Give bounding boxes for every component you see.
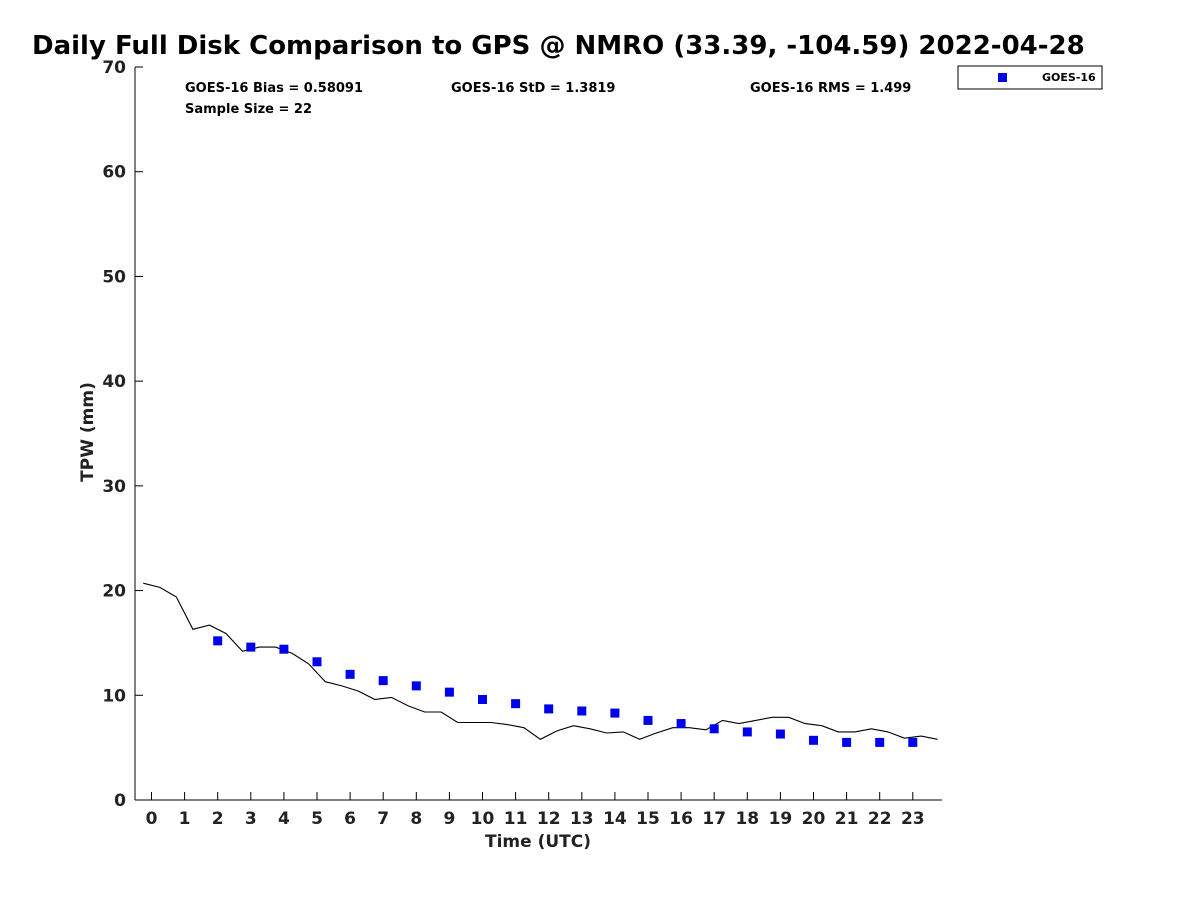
x-tick-label: 10 [471, 809, 495, 829]
goes16-point [709, 724, 719, 734]
x-tick-label: 1 [179, 809, 191, 829]
gps-line [143, 582, 938, 740]
y-tick-label: 0 [114, 791, 126, 811]
legend: GOES-16 [957, 65, 1103, 90]
x-tick-label: 8 [410, 809, 422, 829]
y-tick-label: 70 [102, 58, 126, 78]
chart-title: Daily Full Disk Comparison to GPS @ NMRO… [32, 31, 1085, 61]
goes16-point [676, 719, 686, 729]
y-tick-label: 10 [102, 686, 126, 706]
goes16-point [378, 676, 388, 686]
x-tick-label: 19 [769, 809, 793, 829]
axes [134, 67, 942, 801]
rms-stat: GOES-16 RMS = 1.499 [750, 81, 911, 96]
goes16-point [213, 636, 223, 646]
x-tick-label: 6 [344, 809, 356, 829]
goes16-point [809, 735, 818, 745]
goes16-point [908, 737, 918, 747]
x-tick-label: 11 [504, 809, 528, 829]
x-tick-label: 13 [570, 809, 594, 829]
sample-size-stat: Sample Size = 22 [185, 102, 312, 117]
y-tick-label: 20 [102, 582, 126, 602]
x-axis-ticks: 0 1 2 3 4 5 6 7 8 9 10 11 12 13 14 15 16 17 18 19 20 21 22 23 [146, 792, 925, 829]
goes16-point [511, 699, 521, 709]
goes16-point [742, 727, 752, 737]
x-tick-label: 18 [735, 809, 759, 829]
goes16-point [478, 694, 487, 704]
legend-label-goes16: GOES-16 [1042, 71, 1096, 84]
gps-line-layer [143, 582, 938, 740]
goes16-point [842, 737, 852, 747]
y-axis-label: TPW (mm) [78, 382, 98, 482]
goes16-point [279, 644, 289, 654]
x-tick-label: 20 [802, 809, 826, 829]
goes16-point [312, 657, 322, 667]
goes16-point [544, 704, 554, 714]
x-tick-label: 14 [603, 809, 627, 829]
goes16-point [411, 681, 421, 691]
x-tick-label: 16 [669, 809, 693, 829]
bias-stat: GOES-16 Bias = 0.58091 [185, 81, 363, 96]
x-axis-label: Time (UTC) [485, 832, 591, 852]
goes16-points [213, 636, 918, 747]
goes16-point [345, 669, 355, 679]
goes16-point [643, 715, 653, 725]
x-tick-label: 7 [377, 809, 389, 829]
goes16-point [444, 687, 454, 697]
x-tick-label: 12 [537, 809, 561, 829]
x-tick-label: 9 [443, 809, 455, 829]
goes16-point [577, 706, 587, 716]
std-stat: GOES-16 StD = 1.3819 [451, 81, 615, 96]
y-tick-label: 50 [102, 267, 126, 287]
y-tick-label: 60 [102, 163, 126, 183]
y-tick-label: 30 [102, 477, 126, 497]
goes16-point [875, 737, 885, 747]
x-tick-label: 21 [835, 809, 859, 829]
x-tick-label: 3 [245, 809, 257, 829]
x-tick-label: 17 [702, 809, 726, 829]
x-tick-label: 23 [901, 809, 925, 829]
goes16-point [610, 708, 620, 718]
x-tick-label: 15 [636, 809, 660, 829]
goes16-point [246, 642, 256, 652]
x-tick-label: 4 [278, 809, 290, 829]
legend-marker [998, 73, 1007, 82]
x-tick-label: 0 [146, 809, 158, 829]
y-axis-ticks: 0 10 20 30 40 50 60 70 [102, 58, 143, 811]
x-tick-label: 5 [311, 809, 323, 829]
x-tick-label: 2 [212, 809, 224, 829]
x-tick-label: 22 [868, 809, 892, 829]
y-tick-label: 40 [102, 372, 126, 392]
legend-box [957, 65, 1103, 90]
goes16-point [775, 729, 785, 739]
